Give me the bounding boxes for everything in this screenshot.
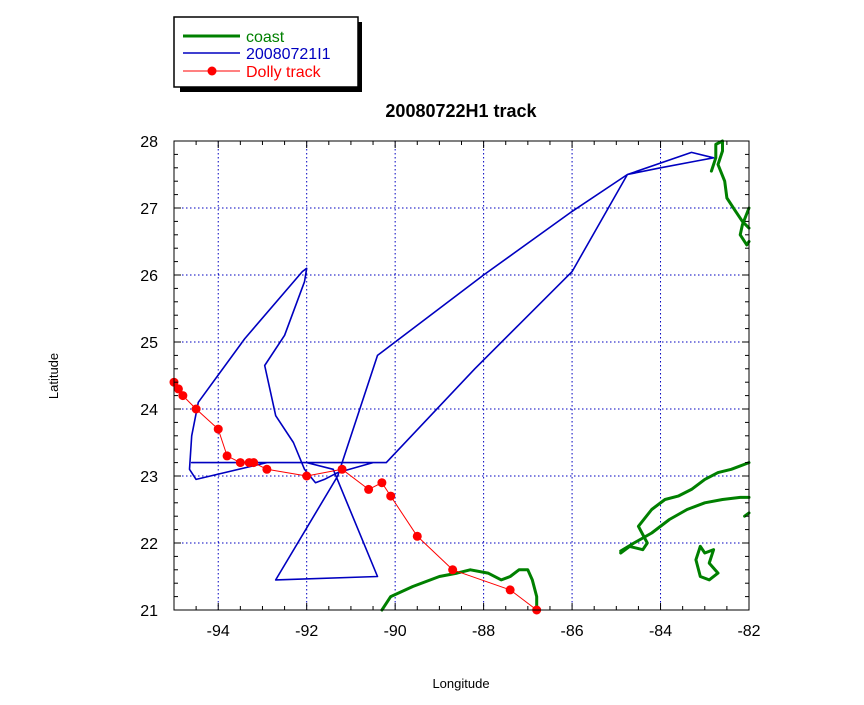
x-axis-title: Longitude — [432, 676, 489, 691]
dolly-track-point — [235, 458, 245, 468]
data-layer — [169, 139, 751, 615]
x-tick-label: -90 — [384, 623, 407, 640]
y-tick-label: 25 — [140, 335, 158, 352]
dolly-track-point — [377, 478, 387, 488]
dolly-track-point — [222, 451, 232, 461]
x-tick-label: -84 — [649, 623, 672, 640]
dolly-track-point — [337, 464, 347, 474]
y-tick-label: 23 — [140, 469, 158, 486]
x-tick-label: -86 — [561, 623, 584, 640]
y-tick-label: 21 — [140, 603, 158, 620]
y-tick-label: 26 — [140, 268, 158, 285]
legend-flight-label: 20080721I1 — [246, 46, 331, 63]
axes: -94 -92 -90 -88 -86 -84 -82 21 22 23 24 25 26 27 28 — [140, 134, 760, 640]
coastline-segment — [694, 544, 720, 582]
coastline-segment — [743, 511, 751, 518]
coastline-segment — [738, 206, 751, 247]
dolly-track-line — [173, 381, 538, 611]
dolly-track-point — [448, 565, 458, 575]
plot-frame — [173, 140, 750, 611]
x-tick-label: -88 — [472, 623, 495, 640]
x-tick-label: -82 — [737, 623, 760, 640]
dolly-track-point — [178, 391, 188, 401]
coastline-segment — [619, 461, 751, 555]
y-axis-title: Latitude — [46, 353, 61, 399]
dolly-track-point — [386, 491, 396, 501]
legend: coast 20080721I1 Dolly track — [173, 16, 362, 92]
legend-dolly-marker — [207, 66, 217, 76]
x-tick-label: -92 — [295, 623, 318, 640]
dolly-track-point — [364, 484, 374, 494]
coastline-segment — [619, 495, 751, 553]
coastline-segment — [380, 568, 539, 612]
dolly-track-point — [262, 464, 272, 474]
y-tick-label: 24 — [140, 402, 158, 419]
chart-title: 20080722H1 track — [385, 101, 537, 121]
dolly-track-point — [191, 404, 201, 414]
dolly-track-point — [213, 424, 223, 434]
legend-dolly-label: Dolly track — [246, 64, 322, 81]
flight-track-line — [188, 151, 715, 581]
dolly-track-point — [249, 458, 259, 468]
x-tick-label: -94 — [207, 623, 230, 640]
y-tick-label: 28 — [140, 134, 158, 151]
legend-box — [173, 16, 359, 88]
coastline-segment — [709, 139, 751, 230]
dolly-track-point — [412, 531, 422, 541]
y-tick-label: 22 — [140, 536, 158, 553]
y-tick-label: 27 — [140, 201, 158, 218]
legend-coast-label: coast — [246, 29, 285, 46]
dolly-track-point — [505, 585, 515, 595]
dolly-track-point — [302, 471, 312, 481]
grid — [174, 141, 749, 610]
dolly-track-point — [173, 384, 183, 394]
